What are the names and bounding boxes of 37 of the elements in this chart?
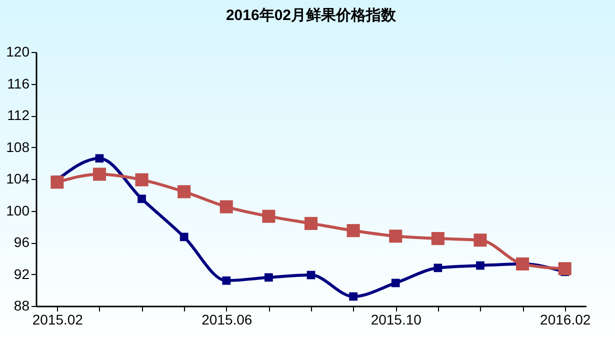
point xyxy=(516,257,530,270)
point xyxy=(220,200,233,214)
point xyxy=(389,230,402,243)
y-tick-label: 92 xyxy=(14,266,30,282)
point xyxy=(474,234,487,247)
x-tick-label: 2016.02 xyxy=(540,312,591,328)
x-tick-label: 2015.10 xyxy=(370,312,422,328)
point xyxy=(95,154,104,163)
point xyxy=(50,176,64,189)
chart-title: 2016年02月鲜果价格指数 xyxy=(226,7,398,24)
y-tick-label: 112 xyxy=(7,107,30,123)
point xyxy=(558,262,572,276)
point xyxy=(434,264,442,272)
y-tick-label: 108 xyxy=(6,138,30,155)
x-tick-label: 2015.06 xyxy=(202,312,252,328)
point xyxy=(349,292,358,301)
point xyxy=(180,232,188,242)
point xyxy=(264,273,273,282)
point xyxy=(346,224,360,238)
y-tick-label: 116 xyxy=(7,75,30,92)
x-tick-label: 2015.02 xyxy=(32,312,84,328)
point xyxy=(306,270,316,280)
y-tick-label: 96 xyxy=(14,234,30,250)
point xyxy=(92,168,106,181)
point xyxy=(262,210,276,223)
point xyxy=(135,173,148,186)
point xyxy=(178,185,191,198)
point xyxy=(391,278,400,288)
y-tick-label: 88 xyxy=(14,298,30,314)
point xyxy=(476,261,484,270)
point xyxy=(222,276,231,285)
y-tick-label: 100 xyxy=(6,202,30,218)
point xyxy=(138,194,146,204)
y-tick-label: 120 xyxy=(6,44,30,60)
y-tick-label: 104 xyxy=(6,170,30,186)
point xyxy=(431,232,444,246)
point xyxy=(304,216,318,230)
